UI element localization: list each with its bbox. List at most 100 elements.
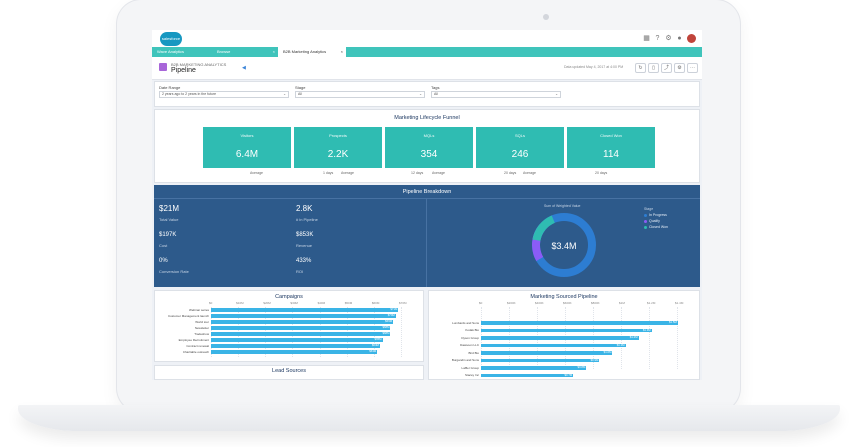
filter-value: All (298, 92, 302, 96)
pipeline-panel: Pipeline Breakdown $21M Total Value 2.8K… (154, 185, 700, 287)
stage-label: Closed Won (600, 133, 622, 138)
donut-segment-qualify (532, 213, 596, 277)
avatar[interactable] (687, 34, 696, 43)
category-label: Contract renewal (186, 343, 209, 348)
legend-title: Stage (644, 207, 654, 211)
tab-wave-analytics[interactable]: Wave Analytics (152, 47, 212, 57)
app-launcher-icon[interactable]: ▦ (643, 35, 650, 42)
gear-icon[interactable]: ⚙ (665, 35, 672, 42)
axis-tick-label: $60M (371, 301, 380, 305)
axis-tick-label: $40M (317, 301, 326, 305)
filter-value: All (434, 92, 438, 96)
tags-select[interactable]: All ⌄ (431, 91, 561, 98)
share-button[interactable]: ⤴ (661, 63, 672, 73)
page-subtitle: B2B MARKETING ANALYTICS (171, 62, 227, 67)
pipeline-donut-chart[interactable]: $3.4M (528, 209, 600, 281)
funnel-panel: Marketing Lifecycle Funnel Visitors 6.4M … (154, 109, 700, 183)
bar-value-label: $1.2M (628, 335, 639, 340)
date-range-select[interactable]: 2 years ago to 2 years in the future ⌄ (159, 91, 289, 98)
webcam (543, 14, 549, 20)
axis-tick-label: $0 (209, 301, 213, 305)
bar[interactable] (211, 344, 380, 348)
bar[interactable] (481, 328, 651, 333)
funnel-stage-prospects[interactable]: Prospects 2.2K (294, 127, 382, 168)
bar-value-label: $1.1M (615, 342, 626, 348)
stage-value: 354 (420, 149, 438, 160)
filter-date-range: Date Range 2 years ago to 2 years in the… (159, 85, 289, 98)
bar[interactable] (211, 314, 396, 318)
category-label: Charitable outreach (182, 349, 209, 354)
bar[interactable] (211, 350, 378, 354)
avg-label: Average (250, 171, 263, 175)
stage-value: 2.2K (327, 149, 349, 160)
avg-days: 12 days (411, 171, 424, 175)
data-updated-text: Data updated May 4, 2017 at 4:00 PM (564, 65, 624, 69)
axis-tick-label: $1.4M (675, 301, 684, 305)
tab-browse[interactable]: Browse × (212, 47, 278, 57)
avg-days: 1 days (323, 171, 334, 175)
filter-label: Date Range (159, 85, 181, 90)
stage-select[interactable]: All ⌄ (295, 91, 425, 98)
stage-label: SQLs (514, 133, 525, 138)
pipeline-title: Pipeline Breakdown (402, 189, 452, 195)
bookmark-button[interactable]: ▯ (648, 63, 659, 73)
avg-days: 20 days (595, 171, 608, 175)
bar-value-label: $0.9M (589, 357, 600, 363)
funnel-title: Marketing Lifecycle Funnel (394, 115, 460, 121)
funnel-stage-sqls[interactable]: SQLs 246 (476, 127, 564, 168)
more-button[interactable]: ⋯ (687, 63, 698, 73)
kpi-label: Conversion Rate (159, 269, 189, 274)
help-icon[interactable]: ? (655, 35, 660, 42)
filter-label: Tags (431, 85, 440, 90)
kpi-roi: 433% (296, 258, 312, 264)
category-label: Dyson Group (461, 335, 479, 340)
bar[interactable] (481, 321, 677, 325)
bar-value-label: $0.7M (563, 372, 574, 378)
bar[interactable] (211, 338, 383, 342)
kpi-conversion-rate: 0% (159, 258, 168, 264)
bar-value-label: $1.5M (668, 320, 678, 325)
stage-label: MQLs (423, 133, 435, 138)
category-label: Newsletter (194, 325, 209, 330)
bar[interactable] (481, 351, 612, 355)
bar-value-label: $70M (386, 313, 396, 318)
axis-tick-label: $10M (236, 301, 244, 305)
bar[interactable] (481, 358, 599, 363)
close-icon[interactable]: × (272, 49, 275, 54)
legend-label: Qualify (649, 219, 660, 223)
stage-value: 246 (511, 149, 529, 160)
category-label: Burgandin and Sons (451, 358, 479, 362)
funnel-stage-closed-won[interactable]: Closed Won 114 (567, 127, 655, 168)
kpi-revenue: $853K (296, 232, 314, 238)
funnel-stage-mqls[interactable]: MQLs 354 (385, 127, 473, 168)
category-label: Dawsoon LLC (460, 343, 479, 347)
settings-button[interactable]: ⚙ (674, 63, 685, 73)
category-label: Employee Recruitment (178, 337, 209, 342)
bell-icon[interactable]: ● (677, 35, 682, 42)
refresh-button[interactable]: ↻ (635, 63, 646, 73)
avg-label: Average (432, 171, 445, 175)
category-label: Lumbards and Sons (452, 320, 479, 325)
tab-b2b-marketing-analytics[interactable]: B2B Marketing Analytics × (278, 47, 346, 57)
salesforce-logo[interactable]: salesforce (160, 32, 182, 46)
bar[interactable] (211, 308, 399, 312)
stage-label: Visitors (240, 133, 254, 138)
back-icon[interactable]: ◀ (242, 65, 246, 71)
funnel-stage-visitors[interactable]: Visitors 6.4M (203, 127, 291, 168)
legend-item: In Progress (644, 213, 668, 217)
bar[interactable] (481, 366, 586, 370)
chevron-down-icon: ⌄ (419, 92, 422, 96)
app-screen: salesforce ▦ ? ⚙ ● Wave Analytics Browse… (152, 30, 702, 380)
close-icon[interactable]: × (340, 49, 343, 54)
legend-label: Closed Won (649, 225, 669, 229)
category-label: Kodak Bio (465, 328, 479, 332)
bar[interactable] (211, 320, 394, 324)
kpi-label: # in Pipeline (296, 217, 318, 222)
bar[interactable] (481, 373, 573, 378)
bar[interactable] (211, 326, 391, 330)
bar[interactable] (211, 332, 391, 336)
bar-value-label: $65M (373, 337, 383, 342)
bar[interactable] (481, 336, 638, 340)
chevron-down-icon: ⌄ (283, 92, 286, 96)
bar[interactable] (481, 343, 625, 348)
